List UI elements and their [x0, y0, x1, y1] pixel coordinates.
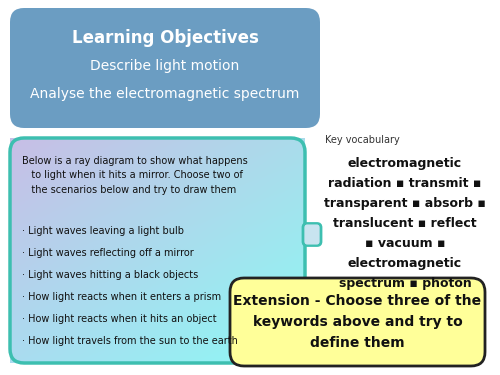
Text: Extension - Choose three of the
keywords above and try to
define them: Extension - Choose three of the keywords…: [234, 294, 482, 350]
Text: Analyse the electromagnetic spectrum: Analyse the electromagnetic spectrum: [30, 87, 300, 101]
Text: Key vocabulary: Key vocabulary: [325, 135, 400, 145]
FancyBboxPatch shape: [230, 278, 485, 366]
Text: electromagnetic
radiation ▪ transmit ▪
transparent ▪ absorb ▪
translucent ▪ refl: electromagnetic radiation ▪ transmit ▪ t…: [324, 157, 486, 290]
Text: · Light waves leaving a light bulb: · Light waves leaving a light bulb: [22, 226, 184, 236]
Text: · How light reacts when it enters a prism: · How light reacts when it enters a pris…: [22, 292, 221, 302]
Text: · Light waves reflecting off a mirror: · Light waves reflecting off a mirror: [22, 248, 194, 258]
Text: · How light reacts when it hits an object: · How light reacts when it hits an objec…: [22, 314, 216, 324]
Text: · How light travels from the sun to the earth: · How light travels from the sun to the …: [22, 336, 238, 346]
FancyBboxPatch shape: [10, 8, 320, 128]
Text: Learning Objectives: Learning Objectives: [72, 29, 258, 47]
Text: Below is a ray diagram to show what happens
   to light when it hits a mirror. C: Below is a ray diagram to show what happ…: [22, 156, 248, 195]
Text: · Light waves hitting a black objects: · Light waves hitting a black objects: [22, 270, 198, 280]
FancyBboxPatch shape: [303, 224, 321, 246]
Text: Describe light motion: Describe light motion: [90, 59, 240, 73]
FancyBboxPatch shape: [305, 225, 319, 245]
